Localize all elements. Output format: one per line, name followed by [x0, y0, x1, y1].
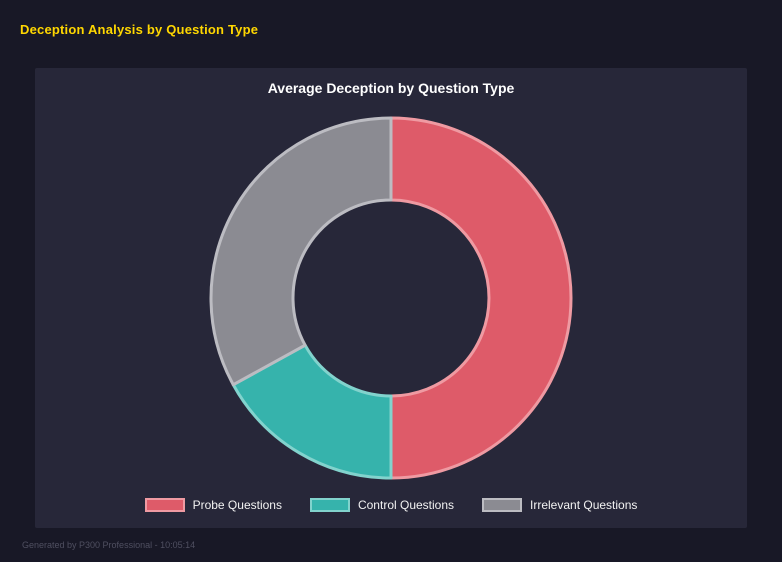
- legend-label-control: Control Questions: [357, 498, 455, 512]
- donut-chart[interactable]: [191, 110, 591, 486]
- legend-label-irrelevant: Irrelevant Questions: [530, 498, 638, 512]
- legend-label-probe: Probe Questions: [192, 498, 282, 512]
- legend-item-irrelevant[interactable]: Irrelevant Questions: [482, 498, 637, 512]
- chart-panel: Average Deception by Question Type Probe…: [35, 68, 747, 528]
- chart-title: Average Deception by Question Type: [267, 80, 515, 96]
- donut-slice-1[interactable]: [231, 343, 393, 480]
- donut-slice-2[interactable]: [209, 116, 393, 387]
- page-title: Deception Analysis by Question Type: [20, 22, 259, 37]
- legend-swatch-probe: [144, 498, 185, 512]
- legend-item-probe[interactable]: Probe Questions: [144, 498, 282, 512]
- legend-swatch-control: [309, 498, 350, 512]
- chart-legend: Probe Questions Control Questions Irrele…: [144, 498, 637, 512]
- legend-swatch-irrelevant: [482, 498, 523, 512]
- footer-text: Generated by P300 Professional - 10:05:1…: [22, 540, 196, 550]
- donut-slice-0[interactable]: [389, 116, 573, 480]
- legend-item-control[interactable]: Control Questions: [309, 498, 455, 512]
- donut-chart-area: [191, 98, 591, 498]
